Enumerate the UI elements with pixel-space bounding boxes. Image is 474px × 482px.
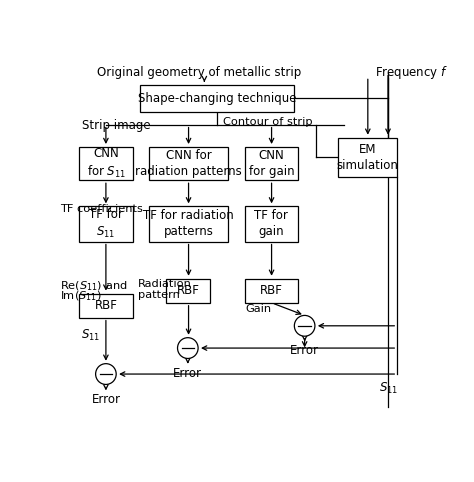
- Text: TF for
$S_{11}$: TF for $S_{11}$: [89, 208, 123, 240]
- Text: EM
simulation: EM simulation: [337, 143, 399, 172]
- Bar: [80, 294, 133, 318]
- Bar: [166, 279, 210, 303]
- Text: Error: Error: [290, 344, 319, 357]
- Text: $S_{11}$: $S_{11}$: [379, 381, 398, 397]
- Text: Frequency $f$: Frequency $f$: [375, 64, 448, 81]
- Text: TF coefficients: TF coefficients: [60, 204, 143, 214]
- Bar: [245, 206, 298, 241]
- Bar: [338, 138, 397, 176]
- Bar: [80, 206, 133, 241]
- Text: TF for radiation
patterns: TF for radiation patterns: [143, 209, 234, 239]
- Text: Gain: Gain: [246, 305, 272, 314]
- Bar: [149, 147, 228, 180]
- Circle shape: [178, 338, 198, 359]
- Bar: [149, 206, 228, 241]
- Text: $S_{11}$: $S_{11}$: [82, 328, 100, 343]
- Circle shape: [294, 315, 315, 336]
- Bar: [245, 279, 298, 303]
- Bar: [140, 85, 294, 112]
- Bar: [245, 147, 298, 180]
- Text: Error: Error: [173, 367, 202, 380]
- Text: Original geometry of metallic strip: Original geometry of metallic strip: [97, 66, 301, 79]
- Text: TF for
gain: TF for gain: [255, 209, 288, 239]
- Text: Contour of strip: Contour of strip: [223, 118, 312, 127]
- Text: $\mathrm{Im}(S_{11})$: $\mathrm{Im}(S_{11})$: [60, 289, 101, 303]
- Text: Radiation
pattern: Radiation pattern: [138, 279, 192, 300]
- Text: CNN
for $S_{11}$: CNN for $S_{11}$: [87, 147, 126, 180]
- Text: CNN for
radiation patterns: CNN for radiation patterns: [136, 149, 242, 178]
- Text: RBF: RBF: [95, 299, 118, 312]
- Text: RBF: RBF: [176, 284, 199, 297]
- Circle shape: [96, 363, 116, 385]
- Text: Shape-changing technique: Shape-changing technique: [138, 92, 296, 105]
- Text: $\mathrm{Re}(S_{11})$ and: $\mathrm{Re}(S_{11})$ and: [60, 280, 128, 293]
- Text: CNN
for gain: CNN for gain: [248, 149, 294, 178]
- Bar: [80, 147, 133, 180]
- Text: RBF: RBF: [260, 284, 283, 297]
- Text: Error: Error: [91, 393, 120, 406]
- Text: Strip image: Strip image: [82, 119, 151, 132]
